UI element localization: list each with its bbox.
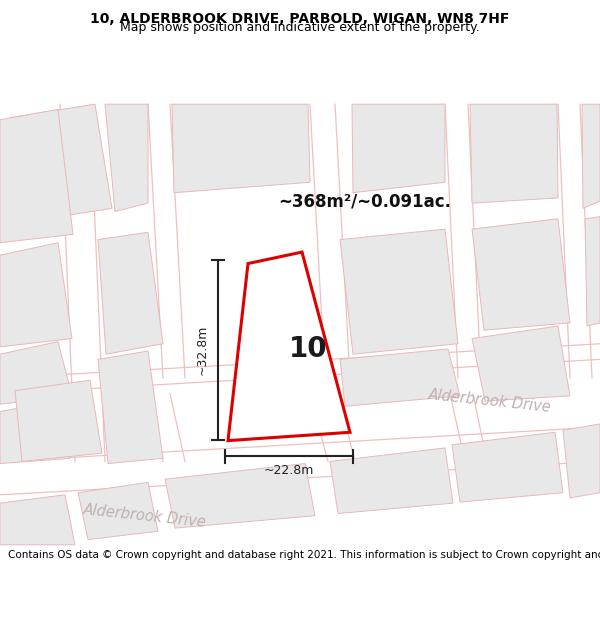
Polygon shape [0, 401, 70, 464]
Polygon shape [15, 380, 102, 461]
Text: 10: 10 [289, 335, 328, 363]
Polygon shape [452, 432, 563, 502]
Text: 10, ALDERBROOK DRIVE, PARBOLD, WIGAN, WN8 7HF: 10, ALDERBROOK DRIVE, PARBOLD, WIGAN, WN… [91, 12, 509, 26]
Polygon shape [0, 342, 72, 404]
Polygon shape [352, 104, 445, 192]
Polygon shape [0, 242, 72, 347]
Polygon shape [165, 464, 315, 528]
Polygon shape [0, 109, 73, 242]
Polygon shape [172, 104, 310, 192]
Polygon shape [10, 104, 112, 222]
Text: Contains OS data © Crown copyright and database right 2021. This information is : Contains OS data © Crown copyright and d… [8, 550, 600, 560]
Polygon shape [340, 229, 458, 354]
Polygon shape [105, 104, 148, 211]
Text: Alderbrook Drive: Alderbrook Drive [83, 502, 208, 529]
Polygon shape [472, 219, 570, 330]
Polygon shape [98, 232, 163, 354]
Text: ~32.8m: ~32.8m [196, 325, 209, 375]
Polygon shape [340, 349, 460, 406]
Polygon shape [98, 351, 163, 464]
Polygon shape [0, 495, 75, 545]
Polygon shape [472, 326, 570, 401]
Polygon shape [470, 104, 558, 203]
Text: Alderbrook Drive: Alderbrook Drive [428, 387, 553, 415]
Polygon shape [330, 448, 453, 514]
Polygon shape [582, 104, 600, 208]
Text: ~368m²/~0.091ac.: ~368m²/~0.091ac. [278, 192, 451, 210]
Text: Map shows position and indicative extent of the property.: Map shows position and indicative extent… [120, 21, 480, 34]
Text: ~22.8m: ~22.8m [264, 464, 314, 478]
Polygon shape [563, 424, 600, 498]
Polygon shape [78, 482, 158, 539]
Polygon shape [585, 217, 600, 326]
Polygon shape [228, 252, 350, 441]
